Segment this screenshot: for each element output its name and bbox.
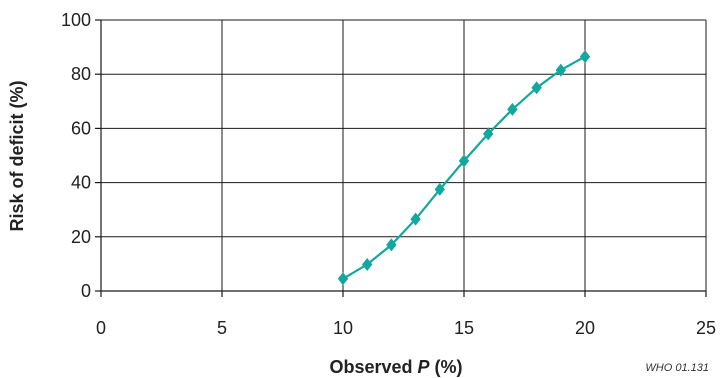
y-axis: 0 20 40 60 80 100 [61, 10, 102, 301]
data-point [337, 272, 349, 286]
data-point [386, 238, 397, 252]
x-tick-label: 15 [454, 318, 474, 338]
y-tick-label: 0 [81, 281, 91, 301]
x-axis-title-variable: P [418, 357, 431, 377]
x-axis-title-suffix: (%) [430, 357, 463, 377]
data-point [555, 63, 566, 77]
x-tick-label: 20 [575, 318, 595, 338]
y-axis-title: Risk of deficit (%) [7, 80, 27, 231]
data-point [483, 127, 494, 141]
y-tick-label: 100 [61, 10, 91, 30]
grid [100, 19, 707, 292]
y-tick-label: 60 [71, 118, 91, 138]
y-tick-label: 40 [71, 173, 91, 193]
data-point [507, 102, 518, 116]
data-point [531, 81, 542, 95]
series [337, 50, 591, 286]
data-point [434, 182, 445, 196]
data-point [458, 154, 470, 168]
x-tick-label: 0 [96, 318, 106, 338]
credit-label: WHO 01.131 [645, 362, 709, 374]
data-point [362, 257, 373, 271]
x-axis: 0 5 10 15 20 25 [96, 290, 716, 338]
x-axis-title-prefix: Observed [329, 357, 417, 377]
y-tick-label: 80 [71, 64, 91, 84]
x-tick-label: 10 [333, 318, 353, 338]
data-point [579, 50, 591, 64]
x-tick-label: 5 [217, 318, 227, 338]
data-point [410, 212, 421, 226]
x-axis-title: Observed P (%) [329, 357, 462, 377]
y-tick-label: 20 [71, 227, 91, 247]
x-tick-label: 25 [696, 318, 716, 338]
